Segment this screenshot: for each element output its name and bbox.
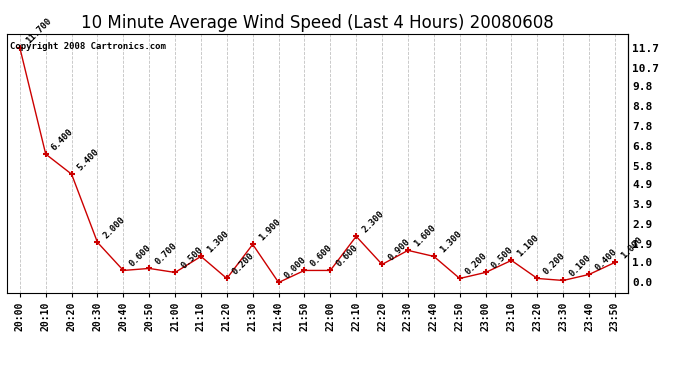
Text: 0.200: 0.200 [464, 251, 489, 276]
Text: 1.100: 1.100 [515, 233, 541, 258]
Text: 1.300: 1.300 [205, 229, 230, 254]
Text: 1.300: 1.300 [438, 229, 464, 254]
Title: 10 Minute Average Wind Speed (Last 4 Hours) 20080608: 10 Minute Average Wind Speed (Last 4 Hou… [81, 14, 554, 32]
Text: 5.400: 5.400 [76, 147, 101, 172]
Text: 0.600: 0.600 [335, 243, 360, 268]
Text: 0.700: 0.700 [153, 241, 179, 266]
Text: Copyright 2008 Cartronics.com: Copyright 2008 Cartronics.com [10, 42, 166, 51]
Text: 0.000: 0.000 [283, 255, 308, 280]
Text: 0.600: 0.600 [308, 243, 334, 268]
Text: 11.700: 11.700 [24, 16, 53, 46]
Text: 2.000: 2.000 [101, 215, 127, 240]
Text: 0.400: 0.400 [593, 247, 619, 272]
Text: 2.300: 2.300 [360, 209, 386, 234]
Text: 1.900: 1.900 [257, 217, 282, 242]
Text: 0.200: 0.200 [542, 251, 567, 276]
Text: 0.900: 0.900 [386, 237, 412, 262]
Text: 0.600: 0.600 [128, 243, 153, 268]
Text: 6.400: 6.400 [50, 127, 75, 152]
Text: 0.500: 0.500 [490, 245, 515, 270]
Text: 0.200: 0.200 [231, 251, 257, 276]
Text: 0.100: 0.100 [567, 253, 593, 278]
Text: 1.600: 1.600 [412, 223, 437, 248]
Text: 0.500: 0.500 [179, 245, 205, 270]
Text: 1.000: 1.000 [619, 235, 644, 260]
